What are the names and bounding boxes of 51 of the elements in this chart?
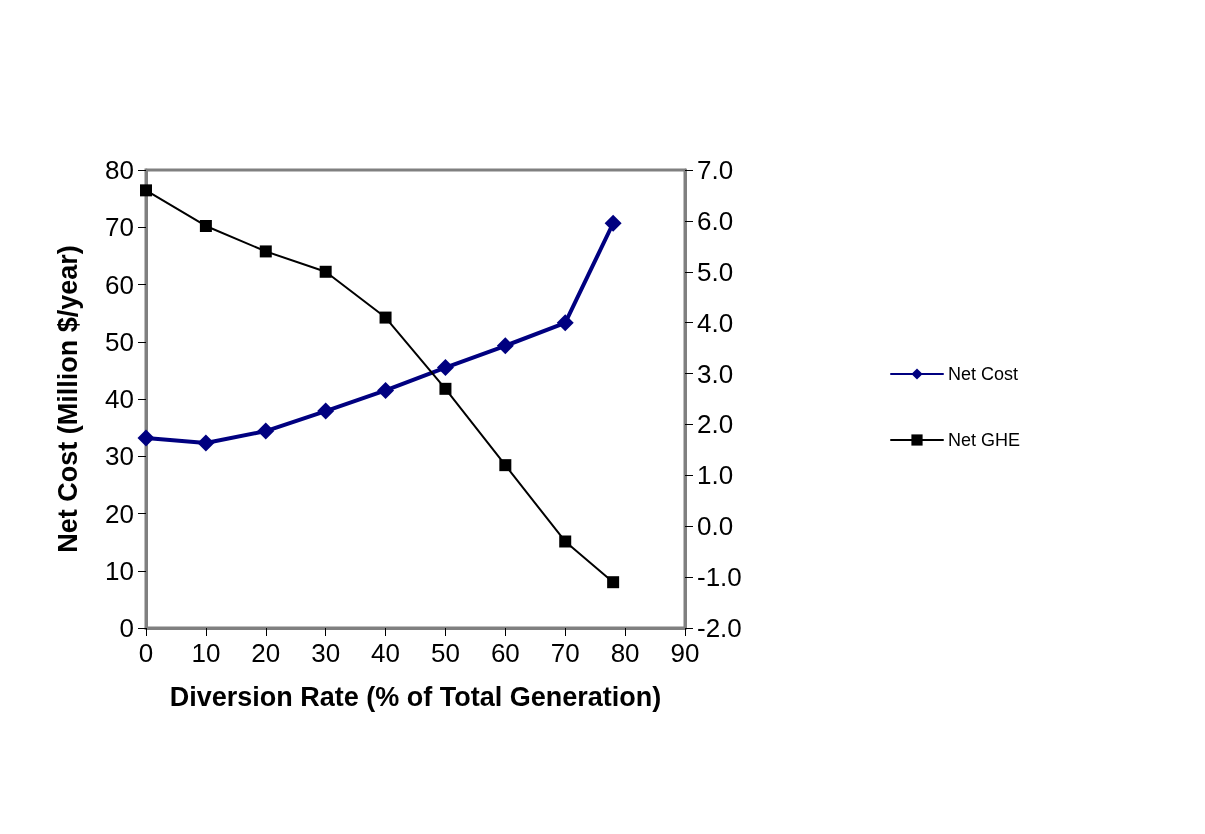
y2-tick-label: 5.0 (697, 256, 734, 287)
y-tick-label: 50 (105, 326, 134, 357)
point (496, 337, 514, 355)
y-tick-label: 30 (105, 441, 134, 472)
legend-label: Net Cost (948, 364, 1019, 384)
x-tick-label: 90 (670, 638, 700, 668)
x-tick-label: 50 (430, 638, 460, 668)
point (319, 265, 332, 278)
point (379, 311, 392, 324)
x-tick-label: 60 (490, 638, 520, 668)
y2-tick-label: -2.0 (697, 613, 742, 643)
point (137, 429, 155, 447)
point (140, 184, 152, 197)
point (197, 434, 215, 452)
y2-tick-label: 4.0 (697, 307, 734, 338)
y2-tick-label: 1.0 (697, 460, 734, 491)
x-tick-label: 20 (251, 638, 281, 668)
point (556, 314, 574, 332)
x-tick-label: 0 (138, 638, 154, 668)
y-tick-label: 0 (119, 613, 134, 643)
x-axis-title: Diversion Rate (% of Total Generation) (169, 681, 662, 712)
y2-tick-label: 3.0 (697, 358, 734, 389)
y-axis-title: Net Cost (Million $/year) (52, 245, 83, 553)
point (317, 402, 335, 420)
point (199, 219, 212, 232)
point (377, 381, 395, 399)
x-tick-label: 40 (371, 638, 401, 668)
point (257, 422, 275, 440)
point (499, 459, 512, 472)
y-tick-label: 10 (105, 555, 134, 586)
x-tick-label: 30 (311, 638, 341, 668)
y2-tick-label: 0.0 (697, 511, 734, 542)
legend-label: Net GHE (948, 430, 1021, 450)
point (607, 576, 620, 589)
x-tick-label: 70 (550, 638, 580, 668)
y-tick-label: 20 (105, 498, 134, 529)
y-tick-label: 40 (105, 384, 134, 414)
y-tick-label: 70 (105, 212, 134, 243)
y2-tick-label: -1.0 (697, 562, 742, 593)
point (559, 535, 572, 548)
y2-tick-label: 6.0 (697, 205, 734, 236)
y2-tick-label: 2.0 (697, 409, 734, 440)
point (439, 382, 452, 395)
y-tick-label: 80 (105, 155, 134, 185)
x-tick-label: 10 (191, 638, 221, 668)
point (604, 214, 622, 232)
y2-tick-label: 7.0 (697, 155, 734, 185)
point (259, 245, 272, 258)
point (436, 359, 454, 377)
x-tick-label: 80 (610, 638, 640, 668)
y-tick-label: 60 (105, 269, 134, 300)
